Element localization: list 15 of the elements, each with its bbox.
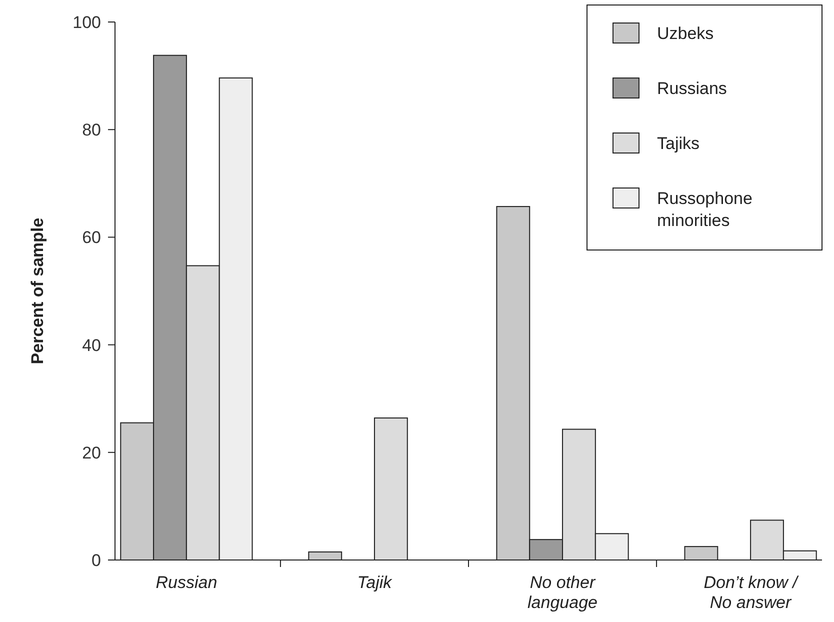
y-tick-label: 40 [82,336,101,355]
y-tick-label: 100 [72,12,101,32]
x-tick-label: Tajik [357,573,394,592]
legend-label: Russophone minorities [657,188,752,230]
y-axis-title: Percent of sample [28,218,47,364]
y-tick-label: 60 [82,228,101,248]
x-tick-label: No other language [528,573,598,612]
y-tick-label: 0 [92,550,101,570]
legend-label: Russians [657,78,727,98]
y-tick-label: 80 [82,120,101,140]
legend-label: Tajiks [657,134,700,153]
y-tick-label: 20 [82,443,101,462]
x-tick-label: Russian [156,573,218,592]
legend-label: Uzbeks [657,24,714,43]
x-tick-label: Don’t know / No answer [704,573,800,612]
